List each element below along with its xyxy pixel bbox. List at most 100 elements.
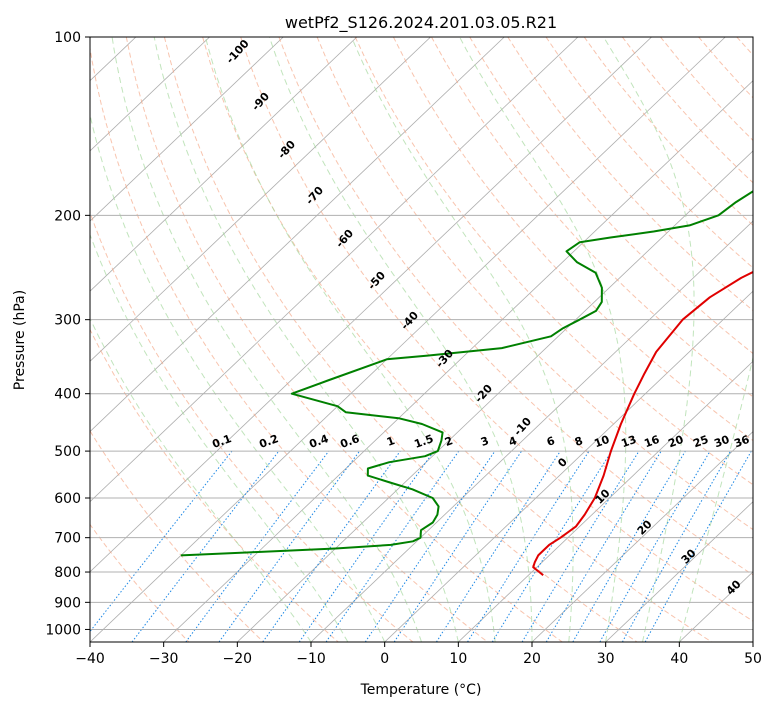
y-axis: 100 200 300 400 500 600 700 800 900 1000 <box>45 30 90 638</box>
dry-adiabat-line <box>90 429 264 642</box>
moist-adiabat-line <box>603 37 695 642</box>
dry-adiabat-line <box>90 45 488 642</box>
moist-adiabat-line <box>153 37 459 642</box>
isotherm-line <box>90 37 726 642</box>
y-tick-label: 800 <box>54 565 81 581</box>
mixing-ratio-line <box>393 450 523 642</box>
isotherm-line <box>90 37 505 433</box>
mixing-ratio-line <box>90 450 233 633</box>
isotherm-line <box>90 37 358 292</box>
mixing-ratio-label: 8 <box>573 434 585 449</box>
mixing-ratio-line <box>325 450 460 642</box>
isotherm-line <box>531 430 753 642</box>
x-tick-label: 20 <box>523 651 541 667</box>
moist-adiabat-line <box>204 37 496 642</box>
x-tick-label: 50 <box>744 651 762 667</box>
moist-adiabat-line <box>90 233 349 642</box>
mixing-ratio-label: 0.6 <box>338 432 361 451</box>
mixing-ratio-label: 10 <box>592 433 611 451</box>
mixing-ratio-label: 0.4 <box>307 432 330 451</box>
mixing-ratio-line <box>218 450 361 642</box>
y-tick-label: 600 <box>54 491 81 507</box>
profile-line <box>180 190 753 557</box>
mixing-ratio-line <box>298 450 435 642</box>
y-tick-label: 1000 <box>45 622 81 638</box>
isotherm-line <box>90 37 210 152</box>
mixing-ratio-line <box>467 450 590 642</box>
x-tick-label: −30 <box>149 651 179 667</box>
mixing-ratio-label: 6 <box>545 434 557 449</box>
moist-adiabat-line <box>678 355 753 642</box>
dry-adiabat-line <box>90 328 339 642</box>
mixing-ratio-label: 2 <box>443 434 455 449</box>
dry-adiabat-line <box>90 211 414 642</box>
profile-line <box>532 270 753 576</box>
x-tick-label: 40 <box>670 651 688 667</box>
background-lines <box>90 37 753 642</box>
mixing-ratio-line <box>262 450 401 642</box>
dry-adiabat-line <box>469 37 753 355</box>
mixing-ratio-line <box>185 450 330 642</box>
dry-adiabat-line <box>316 37 753 531</box>
moist-adiabat-line <box>351 37 574 642</box>
isotherm-line <box>384 290 753 642</box>
y-tick-label: 900 <box>54 595 81 611</box>
dry-adiabat-line <box>90 523 190 642</box>
mixing-ratio-label: 20 <box>666 433 685 451</box>
y-tick-label: 300 <box>54 313 81 329</box>
mixing-ratio-line <box>644 450 752 642</box>
x-tick-label: −40 <box>75 651 105 667</box>
y-tick-label: 500 <box>54 444 81 460</box>
mixing-ratio-line <box>521 450 640 642</box>
dry-adiabat-line <box>278 37 753 576</box>
mixing-ratio-line <box>364 450 496 642</box>
isotherm-line <box>237 150 753 642</box>
mixing-ratio-label: 0.2 <box>257 432 280 451</box>
profile-series <box>180 190 753 576</box>
plot-frame <box>89 36 754 643</box>
moist-adiabat-line <box>268 37 533 642</box>
x-tick-label: 10 <box>449 651 467 667</box>
x-axis-label: Temperature (°C) <box>360 682 482 698</box>
mixing-ratio-label: 25 <box>691 433 710 450</box>
y-tick-label: 400 <box>54 387 81 403</box>
mixing-ratio-line <box>491 450 613 642</box>
x-axis: −40 −30 −20 −10 0 10 20 30 40 50 <box>75 642 762 667</box>
moist-adiabat-line <box>111 37 422 642</box>
mixing-ratio-line <box>545 450 662 642</box>
isotherm-line <box>90 37 431 362</box>
mixing-ratio-label: 36 <box>732 433 751 451</box>
x-tick-label: 0 <box>380 651 389 667</box>
y-axis-label: Pressure (hPa) <box>12 290 28 390</box>
isotherm-line <box>90 37 652 573</box>
isotherm-line <box>90 37 284 222</box>
y-tick-label: 700 <box>54 531 81 547</box>
isotherm-line <box>90 37 579 503</box>
mixing-ratio-label: 1.5 <box>412 432 435 451</box>
mixing-ratio-label: 1 <box>385 434 397 449</box>
mixing-ratio-line <box>435 450 561 642</box>
mixing-ratio-label: 4 <box>507 434 519 449</box>
x-tick-label: 30 <box>597 651 615 667</box>
y-tick-label: 200 <box>54 208 81 224</box>
dry-adiabat-line <box>163 37 638 642</box>
x-tick-label: −10 <box>296 651 326 667</box>
dry-adiabat-line <box>125 37 563 642</box>
mixing-ratio-line <box>131 450 280 642</box>
chart-title: wetPf2_S126.2024.201.03.05.R21 <box>285 13 557 33</box>
isotherm-line <box>163 80 753 642</box>
mixing-ratio-label: 16 <box>642 433 661 451</box>
x-tick-label: −20 <box>223 651 253 667</box>
dry-adiabat-line <box>240 37 753 622</box>
dry-adiabat-line <box>431 37 753 398</box>
moist-adiabat-line <box>90 317 312 642</box>
y-tick-label: 100 <box>54 30 81 46</box>
mixing-ratio-label: 30 <box>712 433 731 451</box>
mixing-ratio-line <box>621 450 732 642</box>
mixing-ratio-label: 13 <box>619 433 638 450</box>
isotherm-line <box>605 501 753 642</box>
isotherm-line <box>458 360 753 642</box>
moist-adiabat-line <box>90 112 386 642</box>
